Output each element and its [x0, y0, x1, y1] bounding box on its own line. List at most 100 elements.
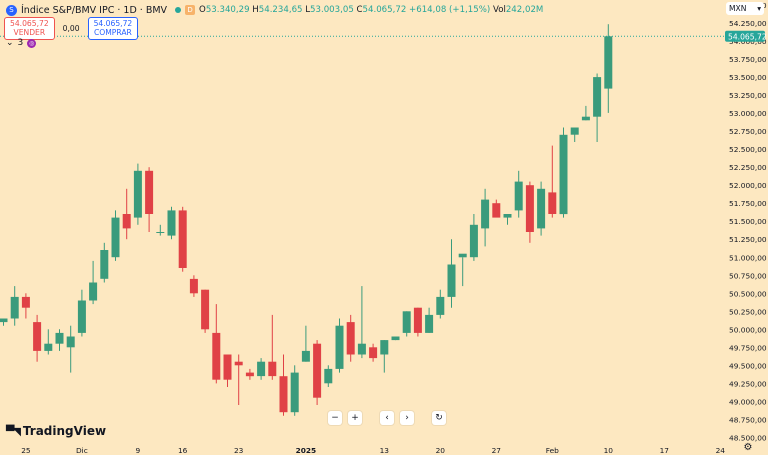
candle-body [156, 232, 165, 233]
ohlc-values: O53.340,29 H54.234,65 L53.003,05 C54.065… [199, 5, 543, 15]
settings-gear-icon[interactable]: ⚙ [743, 441, 753, 453]
y-tick-label: 50.500,00 [729, 289, 767, 298]
scroll-right-button[interactable]: › [400, 411, 414, 425]
candle[interactable] [0, 318, 8, 326]
candle[interactable] [279, 354, 288, 416]
candle-body [380, 340, 389, 355]
candle[interactable] [178, 206, 187, 272]
symbol-logo-icon: S [6, 4, 17, 16]
candle[interactable] [469, 214, 478, 261]
candle[interactable] [402, 311, 411, 337]
candle[interactable] [133, 163, 142, 225]
candle-body [469, 224, 478, 258]
candle[interactable] [581, 105, 590, 121]
candle[interactable] [290, 365, 299, 416]
candle[interactable] [380, 340, 389, 373]
low-label: L [305, 5, 311, 15]
reset-icon: ↻ [435, 413, 443, 423]
y-tick-label: 51.750,00 [729, 199, 767, 208]
candle[interactable] [33, 314, 42, 362]
scroll-left-button[interactable]: ‹ [380, 411, 394, 425]
candle[interactable] [234, 354, 243, 406]
candle[interactable] [346, 314, 355, 362]
candle[interactable] [436, 289, 445, 319]
candle[interactable] [145, 167, 154, 232]
candle[interactable] [537, 181, 546, 236]
buy-button[interactable]: 54.065,72 COMPRAR [87, 17, 139, 40]
y-tick-label: 52.250,00 [729, 163, 767, 172]
chevron-down-icon: ⌄ [6, 38, 14, 48]
candle[interactable] [369, 343, 378, 362]
candle[interactable] [212, 304, 221, 384]
candle[interactable] [503, 214, 512, 225]
candle[interactable] [167, 206, 176, 240]
candle[interactable] [458, 253, 467, 287]
candle-body [402, 311, 411, 333]
chevron-down-icon: ▾ [757, 4, 761, 13]
candle[interactable] [223, 354, 232, 388]
y-tick-label: 51.250,00 [729, 235, 767, 244]
candle[interactable] [156, 224, 165, 236]
candle[interactable] [10, 286, 19, 326]
symbol-title[interactable]: Índice S&P/BMV IPC · 1D · BMV [21, 4, 168, 16]
reset-chart-button[interactable]: ↻ [432, 411, 446, 425]
candle[interactable] [44, 329, 53, 355]
candle-body [436, 296, 445, 315]
candle[interactable] [413, 307, 422, 337]
candle[interactable] [313, 340, 322, 405]
candle[interactable] [604, 24, 613, 113]
candle[interactable] [21, 293, 30, 319]
candle[interactable] [122, 188, 131, 240]
candle[interactable] [492, 199, 501, 218]
candle[interactable] [357, 286, 366, 359]
candle[interactable] [570, 127, 579, 143]
candle[interactable] [335, 318, 344, 373]
candle-body [570, 127, 579, 135]
candle[interactable] [268, 314, 277, 380]
tradingview-logo[interactable]: ▀◥ TradingView [6, 424, 106, 438]
zoom-in-button[interactable]: + [348, 411, 362, 425]
candle[interactable] [425, 307, 434, 333]
candle-body [581, 116, 590, 121]
zoom-out-button[interactable]: − [328, 411, 342, 425]
candle[interactable] [201, 289, 210, 333]
candle[interactable] [245, 368, 254, 380]
sell-price: 54.065,72 [10, 19, 49, 28]
candle-body [55, 332, 64, 344]
candle[interactable] [66, 325, 75, 373]
currency-selector[interactable]: MXN ▾ [726, 2, 764, 15]
candle-body [425, 314, 434, 333]
candle[interactable] [447, 239, 456, 308]
candle[interactable] [111, 210, 120, 261]
candle[interactable] [89, 260, 98, 305]
candle[interactable] [525, 181, 534, 243]
candle-body [313, 343, 322, 398]
candle-body [212, 332, 221, 380]
candle-body [66, 336, 75, 348]
tradingview-logo-icon: ▀◥ [6, 424, 21, 438]
plus-icon: + [351, 413, 359, 423]
symbol-legend: S Índice S&P/BMV IPC · 1D · BMV D O53.34… [6, 3, 543, 17]
candle[interactable] [100, 242, 109, 283]
sell-button[interactable]: 54.065,72 VENDER [4, 17, 55, 40]
candle-body [133, 170, 142, 218]
candle[interactable] [391, 336, 400, 341]
candle[interactable] [548, 145, 557, 218]
candle-body [503, 214, 512, 218]
candle[interactable] [55, 329, 64, 351]
candle[interactable] [559, 127, 568, 218]
candle[interactable] [514, 170, 523, 218]
y-tick-label: 49.750,00 [729, 343, 767, 352]
x-tick-label: 23 [234, 446, 244, 455]
candle[interactable] [301, 325, 310, 362]
candle[interactable] [77, 289, 86, 337]
candle[interactable] [324, 365, 333, 387]
sell-label: VENDER [13, 28, 46, 37]
candle-body [77, 300, 86, 333]
candle[interactable] [593, 73, 602, 143]
candle[interactable] [257, 358, 266, 380]
indicators-toggle[interactable]: ⌄ 3 ◎ [6, 38, 37, 48]
candle[interactable] [481, 188, 490, 247]
candle[interactable] [189, 275, 198, 297]
